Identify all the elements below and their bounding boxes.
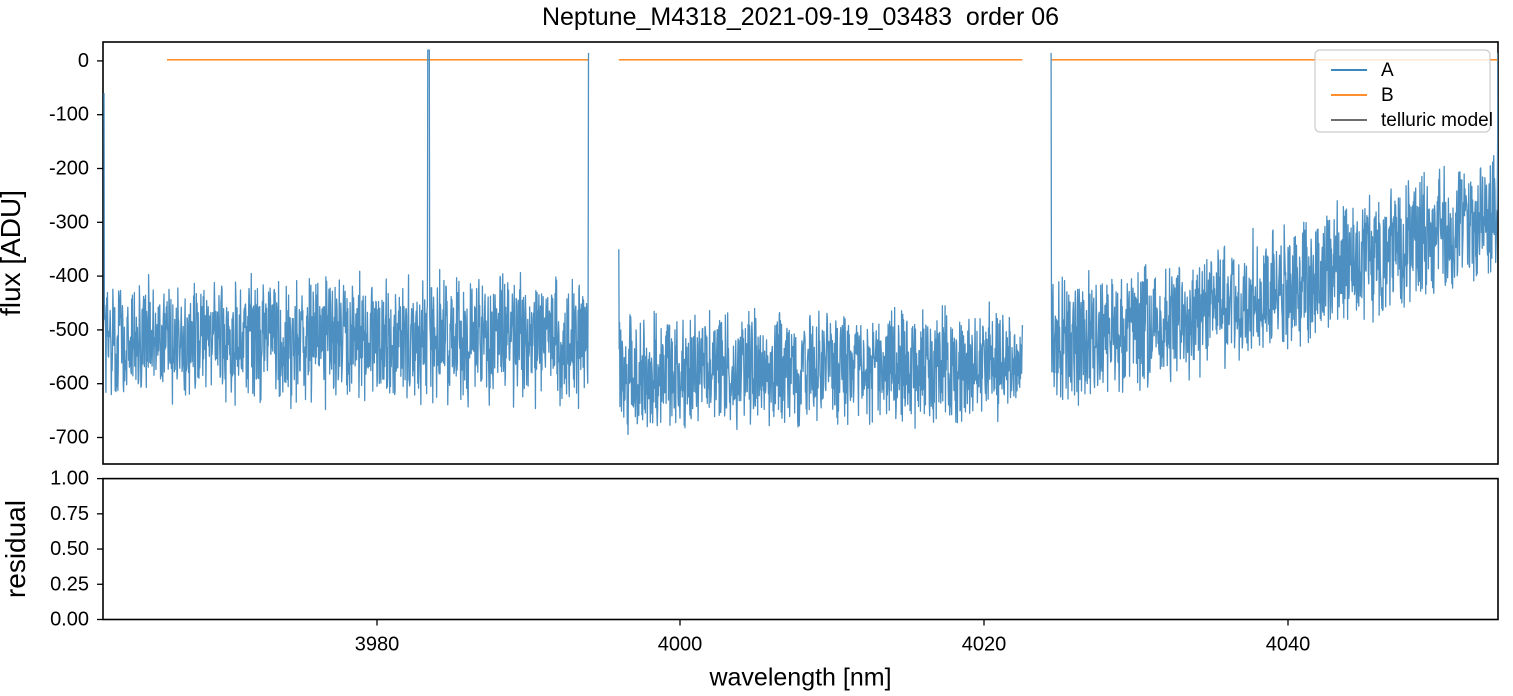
svg-text:1.00: 1.00	[50, 468, 89, 490]
svg-text:-500: -500	[49, 319, 89, 341]
svg-text:wavelength [nm]: wavelength [nm]	[708, 664, 891, 692]
svg-text:-600: -600	[49, 373, 89, 395]
svg-text:0.00: 0.00	[50, 609, 89, 631]
svg-text:A: A	[1381, 60, 1394, 81]
svg-text:telluric model: telluric model	[1381, 110, 1493, 131]
svg-text:4000: 4000	[658, 634, 703, 656]
svg-text:4040: 4040	[1266, 634, 1311, 656]
svg-text:flux [ADU]: flux [ADU]	[0, 190, 26, 316]
svg-text:Neptune_M4318_2021-09-19_03483: Neptune_M4318_2021-09-19_03483 order 06	[542, 3, 1059, 31]
svg-text:-700: -700	[49, 427, 89, 449]
svg-text:0.75: 0.75	[50, 503, 89, 525]
svg-text:B: B	[1381, 85, 1394, 106]
svg-text:-200: -200	[49, 158, 89, 180]
svg-text:-100: -100	[49, 104, 89, 126]
svg-text:-400: -400	[49, 265, 89, 287]
svg-text:0.50: 0.50	[50, 538, 89, 560]
svg-text:0.25: 0.25	[50, 573, 89, 595]
svg-text:4020: 4020	[962, 634, 1007, 656]
svg-text:-300: -300	[49, 211, 89, 233]
svg-text:3980: 3980	[355, 634, 400, 656]
svg-text:residual: residual	[0, 500, 31, 598]
svg-text:0: 0	[78, 50, 89, 72]
